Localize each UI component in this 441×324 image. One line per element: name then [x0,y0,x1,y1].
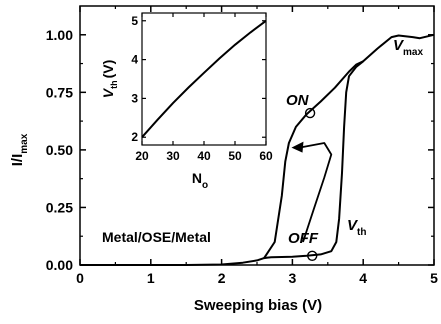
vth-label: Vth [347,217,366,238]
inset-x-tick-label: 20 [135,149,149,163]
off-marker [307,250,318,261]
x-tick-label: 3 [289,270,297,286]
main-series [80,33,435,266]
inset-plot-frame [141,12,267,146]
inset-y-tick-label: 5 [131,14,138,28]
main-x-ticks: 0 1 2 3 4 5 [76,6,438,286]
y-tick-label: 1.00 [46,27,73,43]
on-marker [304,107,316,119]
off-label: OFF [288,230,319,247]
svg-text:I/Imax: I/Imax [9,133,30,166]
inset-x-tick-label: 40 [197,149,211,163]
x-tick-label: 2 [218,270,226,286]
y-tick-label: 0.25 [46,199,73,215]
x-tick-label: 4 [359,270,367,286]
return-sweep-line [263,60,364,259]
inset-y-axis-title: Vth(V) [100,60,119,99]
inset-y-tick-label: 4 [131,53,138,67]
x-tick-label: 5 [430,270,438,286]
y-tick-label: 0.50 [46,142,73,158]
on-label: ON [286,92,310,109]
y-axis-title-main: I/I [9,154,26,167]
inset-x-axis-title: No [192,170,208,191]
inset-x-tick-label: 50 [228,149,242,163]
y-axis-title-sub: max [19,133,30,153]
y-tick-label: 0.75 [46,84,73,100]
inset-y-tick-label: 2 [131,130,138,144]
inset-x-tick-label: 60 [259,149,273,163]
y-tick-label: 0.00 [46,257,73,273]
inset-series [141,19,267,138]
x-tick-label: 0 [76,270,84,286]
forward-sweep-line [80,33,435,266]
device-label: Metal/OSE/Metal [102,229,211,245]
inset-x-tick-label: 30 [166,149,180,163]
inset-vth-line [141,19,267,138]
main-y-ticks: 0.00 0.25 0.50 0.75 1.00 [46,27,434,273]
svg-text:Vth(V): Vth(V) [100,60,119,99]
hysteresis-arrow-path [299,142,333,243]
x-tick-label: 1 [147,270,155,286]
hysteresis-arrowhead [291,141,304,153]
x-axis-title: Sweeping bias (V) [194,297,322,314]
inset-x-ticks: 20 30 40 50 60 [135,13,273,163]
vmax-label: Vmax [393,37,423,58]
y-axis-title: I/Imax [9,133,30,166]
inset-y-tick-label: 3 [131,91,138,105]
